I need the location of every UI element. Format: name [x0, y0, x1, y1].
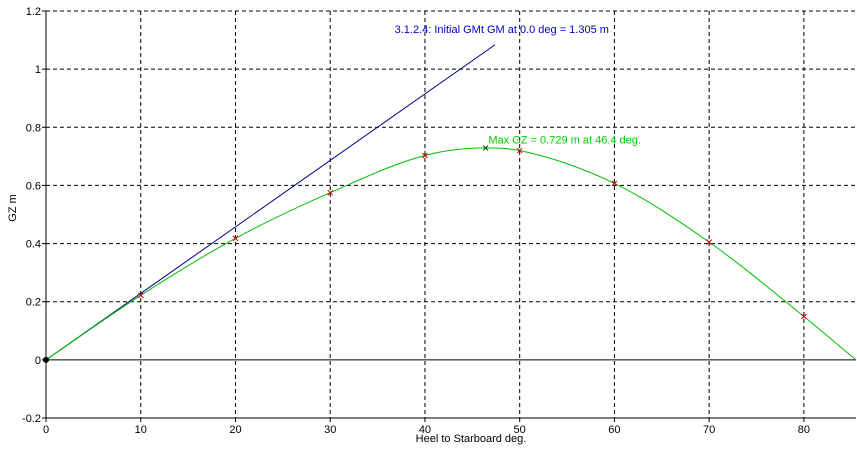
y-tick-label: -0.2	[22, 413, 41, 425]
max-gz-annotation: Max GZ = 0.729 m at 46.4 deg.	[488, 134, 641, 146]
marker-stroke	[137, 292, 144, 299]
origin-point	[43, 356, 49, 363]
initial-gm-line	[45, 44, 496, 361]
y-tick-label: 0	[35, 355, 41, 367]
gz-point-marker	[611, 180, 618, 187]
y-tick-label: 1.2	[26, 6, 41, 18]
x-tick-label: 70	[703, 424, 715, 436]
x-tick-label: 60	[608, 424, 620, 436]
x-tick-label: 20	[229, 424, 241, 436]
max-gz-marker	[482, 145, 489, 151]
x-tick-label: 80	[798, 424, 810, 436]
x-tick-labels: 0 10 20 30 40 50 60 70 80	[43, 424, 810, 436]
marker-stroke	[516, 147, 523, 154]
x-tick-label: 10	[135, 424, 147, 436]
x-tick-label: 0	[43, 424, 49, 436]
gz-point-marker	[232, 235, 239, 242]
gz-point-marker	[801, 313, 807, 320]
marker-stroke	[327, 189, 334, 196]
marker-stroke	[232, 235, 239, 242]
series	[43, 44, 857, 363]
gz-point-marker	[327, 189, 334, 196]
gz-point-marker	[422, 152, 428, 159]
marker-stroke	[706, 239, 713, 245]
x-tick-label: 40	[419, 424, 431, 436]
axes	[42, 10, 856, 422]
gz-point-marker	[137, 292, 144, 299]
y-tick-label: 0.6	[26, 180, 41, 192]
marker-stroke	[422, 152, 428, 159]
y-tick-label: 0.8	[26, 122, 41, 134]
x-axis-label: Heel to Starboard deg.	[416, 433, 527, 445]
marker-stroke	[611, 180, 618, 187]
x-tick-label: 30	[324, 424, 336, 436]
gz-curve	[45, 147, 857, 361]
y-tick-label: 1	[35, 64, 41, 76]
grid	[46, 10, 856, 419]
gz-point-marker	[516, 147, 523, 154]
y-tick-labels: -0.2 0 0.2 0.4 0.6 0.8 1 1.2	[22, 6, 41, 425]
x-tick-label: 50	[514, 424, 526, 436]
annotations: 3.1.2.4: Initial GMt GM at 0.0 deg = 1.3…	[395, 24, 641, 146]
y-tick-label: 0.2	[26, 297, 41, 309]
y-tick-label: 0.4	[26, 239, 41, 251]
marker-stroke	[801, 313, 807, 320]
marker-stroke	[482, 145, 489, 151]
y-axis-label: GZ m	[7, 194, 19, 222]
gz-point-marker	[706, 239, 713, 245]
initial-gm-annotation: 3.1.2.4: Initial GMt GM at 0.0 deg = 1.3…	[395, 24, 609, 36]
